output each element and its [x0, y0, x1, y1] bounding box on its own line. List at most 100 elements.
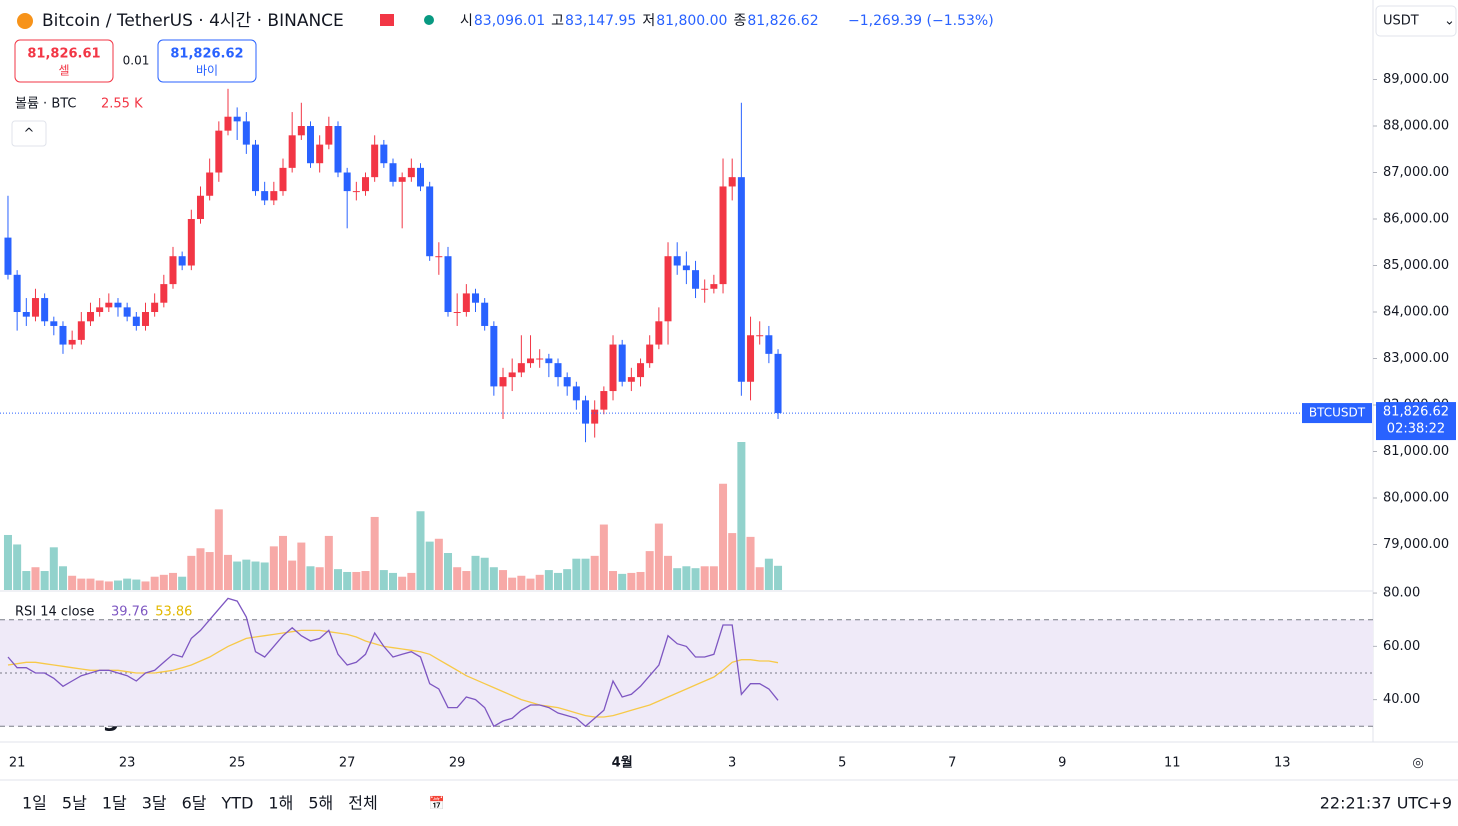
- candle-body: [435, 256, 443, 258]
- currency: USDT: [1383, 14, 1419, 29]
- volume-bar: [645, 551, 654, 590]
- volume-bar: [68, 575, 77, 590]
- x-tick-label: 11: [1164, 756, 1181, 771]
- volume-bar: [398, 576, 407, 590]
- candle-body: [572, 386, 580, 401]
- x-tick-label: 21: [9, 756, 26, 771]
- candle-body: [297, 126, 305, 136]
- rsi-line: [7, 597, 779, 728]
- candle-body: [664, 256, 672, 322]
- candle-body: [141, 312, 149, 326]
- rsi-ma-line: [7, 629, 779, 718]
- volume-bar: [278, 535, 287, 590]
- volume-bar: [508, 577, 517, 590]
- sell-button[interactable]: [14, 39, 114, 83]
- volume-bar: [269, 546, 278, 590]
- volume-bar: [434, 538, 443, 590]
- chevron: ⌄: [1444, 14, 1455, 29]
- candle-body: [747, 335, 755, 382]
- quote-label: 종: [733, 13, 746, 29]
- range-button[interactable]: 3달: [142, 794, 167, 813]
- range-button[interactable]: 1일: [22, 794, 47, 813]
- volume-bar: [113, 580, 122, 590]
- candle-body: [563, 377, 571, 387]
- volume-bar: [95, 580, 104, 590]
- volume-bar: [379, 570, 388, 590]
- candle-body: [50, 321, 58, 326]
- range-button[interactable]: 6달: [182, 794, 207, 813]
- volume-bar: [535, 574, 544, 590]
- range-button[interactable]: YTD: [221, 794, 254, 813]
- candle-body: [582, 400, 590, 424]
- volume-bar: [40, 571, 49, 590]
- rsi-ma-value: 53.86: [155, 605, 192, 620]
- candle-body: [765, 335, 773, 354]
- candle-body: [123, 307, 131, 317]
- candle-body: [508, 372, 516, 378]
- candle-body: [334, 126, 342, 173]
- candle-body: [673, 256, 681, 266]
- y-tick-label: 86,000.00: [1383, 212, 1449, 227]
- volume-bar: [31, 567, 40, 590]
- volume-bar: [737, 442, 746, 590]
- volume-bar: [499, 570, 508, 590]
- volume-bar: [324, 535, 333, 590]
- volume-bar: [517, 575, 526, 590]
- y-tick-label: 80,000.00: [1383, 491, 1449, 506]
- settings-icon[interactable]: ◎: [1412, 756, 1423, 771]
- currency-select[interactable]: [1375, 5, 1457, 37]
- candle-body: [325, 126, 333, 145]
- volume-bar: [196, 548, 205, 590]
- candle-body: [371, 144, 379, 178]
- range-button[interactable]: 5해: [308, 794, 333, 813]
- candle-body: [462, 293, 470, 313]
- range-button[interactable]: 1해: [268, 794, 293, 813]
- volume-bar: [599, 524, 608, 590]
- candle-body: [242, 121, 250, 145]
- candle-body: [426, 186, 434, 257]
- symbol-tag-text: BTCUSDT: [1309, 406, 1366, 420]
- volume-bar: [664, 555, 673, 590]
- y-tick-label: 89,000.00: [1383, 72, 1449, 87]
- candle-body: [380, 144, 388, 164]
- symbol-tag: [1302, 403, 1372, 424]
- flag-icon[interactable]: [380, 14, 394, 26]
- candle-body: [453, 312, 461, 314]
- x-tick-label: 29: [449, 756, 466, 771]
- x-tick-label: 7: [948, 756, 956, 771]
- buy-button[interactable]: [157, 39, 257, 83]
- candle-body: [4, 237, 12, 275]
- volume-bar: [719, 483, 728, 590]
- price-tag-countdown: 02:38:22: [1387, 422, 1445, 437]
- calendar-icon[interactable]: 📅: [429, 796, 445, 812]
- candle-body: [160, 284, 168, 303]
- collapse-button[interactable]: [11, 120, 47, 147]
- candle-body: [288, 135, 296, 168]
- candle-body: [527, 358, 535, 364]
- volume-value: 2.55 K: [101, 97, 143, 112]
- range-button[interactable]: 5날: [62, 794, 87, 813]
- candle-body: [728, 177, 736, 187]
- candle-body: [270, 191, 278, 201]
- rsi-tick-label: 80.00: [1383, 586, 1420, 601]
- candle-body: [618, 344, 626, 382]
- candle-body: [343, 172, 351, 192]
- range-button[interactable]: 전체: [348, 794, 377, 813]
- quote-label: 고: [551, 13, 564, 29]
- candle-body: [682, 265, 690, 271]
- price-tag: [1376, 402, 1456, 441]
- volume-bar: [407, 572, 416, 590]
- y-tick-label: 84,000.00: [1383, 305, 1449, 320]
- range-button[interactable]: 1달: [102, 794, 127, 813]
- x-tick-label: 27: [339, 756, 356, 771]
- candle-body: [774, 353, 782, 414]
- volume-bar: [205, 552, 214, 590]
- candle-body: [59, 325, 67, 345]
- x-tick-label: 23: [119, 756, 136, 771]
- candle-body: [187, 219, 195, 266]
- volume-bar: [214, 509, 223, 590]
- volume-bar: [453, 567, 462, 590]
- candle-body: [591, 409, 599, 424]
- candle-body: [196, 195, 204, 220]
